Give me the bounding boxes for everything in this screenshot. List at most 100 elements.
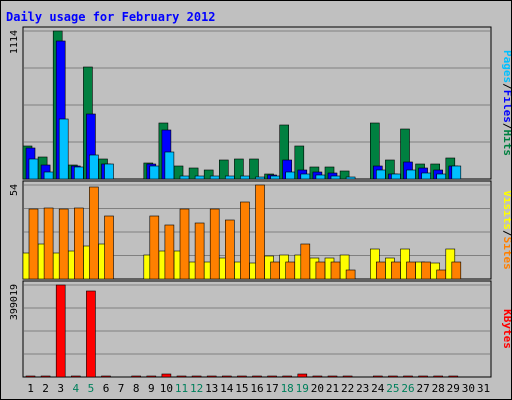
bar-kbytes-kbytes-day-26 [403,375,413,378]
bar-hits-pages-day-16 [255,176,265,180]
bar-visits-sites-day-20 [315,261,326,280]
day-label-8: 8 [133,382,140,395]
day-label-5: 5 [88,382,95,395]
day-label-30: 30 [462,382,475,395]
bar-visits-sites-day-29 [451,261,462,280]
bar-visits-sites-day-14 [225,219,235,280]
bar-hits-pages-day-3 [58,118,69,180]
bar-hits-pages-day-12 [194,175,205,180]
bar-hits-pages-day-27 [421,172,431,180]
bar-kbytes-kbytes-day-9 [146,375,157,378]
bar-kbytes-kbytes-day-14 [222,375,232,378]
day-label-11: 11 [175,382,188,395]
bar-hits-pages-day-20 [315,174,326,180]
bar-hits-pages-day-2 [43,171,54,180]
bar-visits-sites-day-17 [270,261,280,280]
axis-label-visits: Visits/Sites [501,190,511,270]
bar-visits-sites-day-10 [164,224,175,280]
bar-kbytes-kbytes-day-10 [161,373,172,378]
bar-hits-pages-day-25 [391,173,401,180]
bar-kbytes-kbytes-day-5 [86,290,96,378]
bar-kbytes-kbytes-day-28 [433,375,444,378]
axis-label-kbytes: KBytes [501,309,511,349]
panel-hits [22,26,492,180]
day-label-21: 21 [326,382,339,395]
bar-hits-pages-day-19 [300,173,311,180]
bar-hits-pages-day-24 [375,169,386,180]
bar-kbytes-kbytes-day-29 [448,375,459,378]
bar-kbytes-kbytes-day-17 [267,375,277,378]
bar-kbytes-kbytes-day-13 [206,375,217,378]
bar-kbytes-kbytes-day-24 [372,375,383,378]
panel-kbytes [22,280,492,378]
bar-kbytes-kbytes-day-2 [40,375,51,378]
bar-visits-sites-day-1 [28,208,39,280]
bar-visits-sites-day-15 [240,201,250,280]
axis-label-hits: Pages/Files/Hits [501,50,511,156]
max-label-hits: 1114 [9,30,20,54]
bar-hits-hits-day-12 [188,167,199,180]
bar-hits-pages-day-5 [89,154,99,180]
chart-title: Daily usage for February 2012 [6,10,216,24]
bar-visits-sites-day-13 [209,208,220,280]
bar-visits-sites-day-24 [375,261,386,280]
bar-visits-sites-day-25 [391,261,401,280]
bar-hits-pages-day-13 [209,175,220,180]
bar-hits-hits-day-22 [339,170,350,180]
day-label-4: 4 [72,382,79,395]
day-label-27: 27 [416,382,429,395]
day-label-23: 23 [356,382,369,395]
day-label-29: 29 [447,382,460,395]
bar-hits-pages-day-18 [285,171,296,180]
day-label-13: 13 [205,382,218,395]
bar-kbytes-kbytes-day-16 [252,375,262,378]
day-label-2: 2 [42,382,49,395]
bar-visits-sites-day-11 [179,208,190,280]
day-label-26: 26 [401,382,414,395]
day-label-25: 25 [386,382,399,395]
bar-hits-pages-day-4 [74,166,84,180]
bar-kbytes-kbytes-day-21 [327,375,338,378]
day-label-20: 20 [311,382,324,395]
bar-kbytes-kbytes-day-1 [25,375,36,378]
day-label-22: 22 [341,382,354,395]
bar-visits-sites-day-12 [194,222,205,280]
day-label-6: 6 [103,382,110,395]
day-label-14: 14 [220,382,234,395]
day-label-3: 3 [57,382,64,395]
bar-hits-hits-day-15 [234,158,244,180]
bar-hits-pages-day-28 [436,173,447,180]
bar-hits-pages-day-11 [179,175,190,180]
bar-visits-sites-day-6 [104,215,114,280]
bar-visits-sites-day-21 [330,261,341,280]
day-label-10: 10 [160,382,173,395]
bar-kbytes-kbytes-day-25 [388,375,398,378]
day-label-18: 18 [281,382,294,395]
bar-kbytes-kbytes-day-27 [418,375,428,378]
day-label-24: 24 [371,382,385,395]
day-label-15: 15 [235,382,248,395]
day-label-1: 1 [27,382,34,395]
bar-kbytes-kbytes-day-18 [282,375,293,378]
bar-visits-sites-day-3 [58,208,69,280]
bar-kbytes-kbytes-day-3 [55,284,66,378]
bar-visits-sites-day-28 [436,269,447,280]
day-label-12: 12 [190,382,203,395]
day-label-31: 31 [477,382,490,395]
bar-hits-pages-day-15 [240,175,250,180]
day-label-9: 9 [148,382,155,395]
day-label-19: 19 [296,382,309,395]
bar-hits-pages-day-29 [451,165,462,180]
bar-kbytes-kbytes-day-12 [191,375,202,378]
bar-visits-sites-day-2 [43,207,54,280]
bar-kbytes-kbytes-day-15 [237,375,247,378]
bar-visits-sites-day-27 [421,261,431,280]
bar-visits-sites-day-26 [406,261,416,280]
bar-hits-pages-day-9 [149,165,160,180]
bar-hits-pages-day-1 [28,158,39,180]
bar-hits-pages-day-10 [164,151,175,180]
bar-visits-sites-day-16 [255,184,265,280]
day-label-7: 7 [118,382,125,395]
bar-hits-pages-day-6 [104,163,114,180]
